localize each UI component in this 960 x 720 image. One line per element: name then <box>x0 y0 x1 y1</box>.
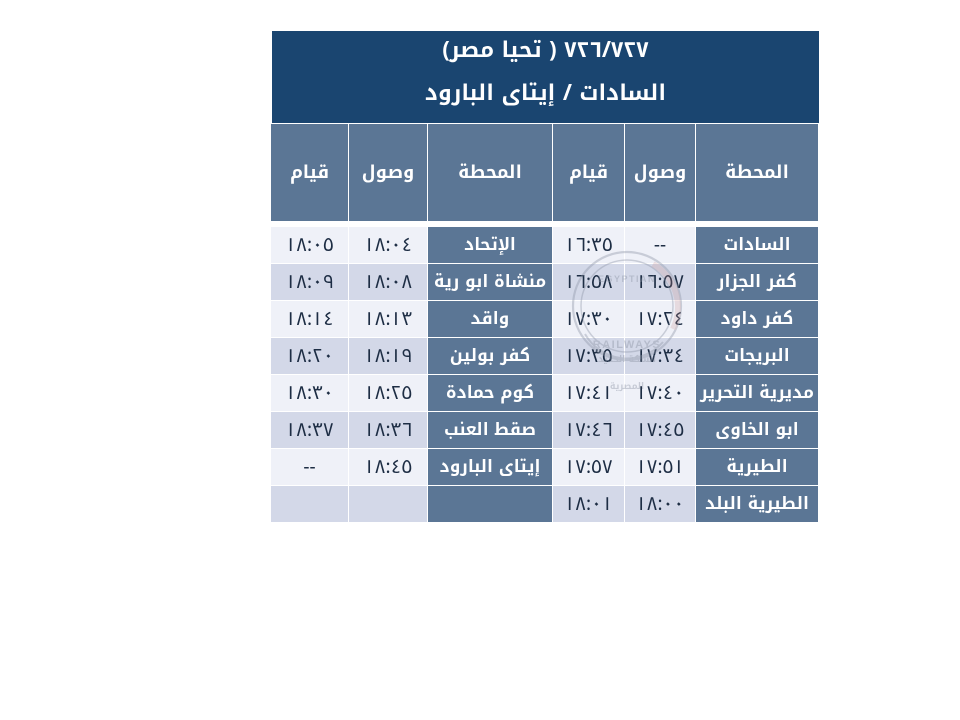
svg-text:المصرية: المصرية <box>610 377 644 395</box>
svg-text:السكة الحديد: السكة الحديد <box>598 350 656 368</box>
svg-text:EGYPTIAN: EGYPTIAN <box>598 274 656 284</box>
